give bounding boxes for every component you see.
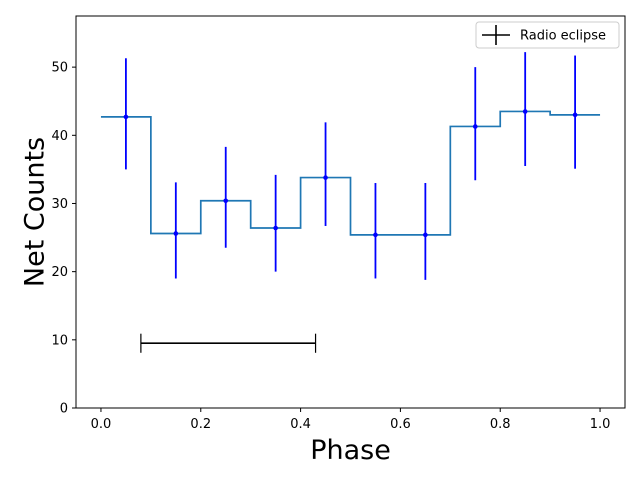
data-point: [223, 198, 229, 204]
legend-marker-radio-eclipse: [482, 25, 510, 45]
data-point: [423, 232, 428, 238]
legend-box: [475, 21, 620, 49]
data-point: [173, 231, 179, 236]
y-axis: 0 10 20 30 40 50: [51, 61, 76, 417]
x-tick-label: 0.4: [290, 417, 311, 432]
y-tick-label: 10: [51, 333, 68, 348]
x-axis-label: Phase: [310, 435, 391, 466]
x-axis: 0.0 0.2 0.4 0.6 0.8 1.0: [91, 408, 611, 432]
y-tick-label: 30: [51, 197, 68, 212]
data-point: [572, 112, 578, 118]
x-tick-label: 1.0: [590, 417, 611, 432]
data-point: [522, 109, 528, 114]
data-point: [123, 114, 129, 120]
step-histogram-line: [100, 110, 601, 236]
y-tick-label: 20: [51, 265, 68, 280]
x-tick-label: 0.8: [490, 417, 511, 432]
x-tick-label: 0.6: [390, 417, 411, 432]
x-tick-label: 0.2: [190, 417, 211, 432]
y-tick-label: 50: [51, 61, 68, 76]
y-tick-label: 40: [51, 129, 68, 144]
data-point: [472, 124, 478, 129]
axes-frame: [75, 15, 626, 409]
y-tick-label: 0: [60, 402, 68, 417]
x-tick-label: 0.0: [91, 417, 112, 432]
data-point: [323, 175, 328, 180]
plot-area: [100, 52, 601, 353]
legend: Radio eclipse: [475, 21, 620, 49]
data-point: [373, 232, 378, 238]
data-point: [273, 225, 278, 231]
legend-entry-radio-eclipse: Radio eclipse: [520, 29, 606, 44]
y-axis-label: Net Counts: [20, 137, 51, 287]
